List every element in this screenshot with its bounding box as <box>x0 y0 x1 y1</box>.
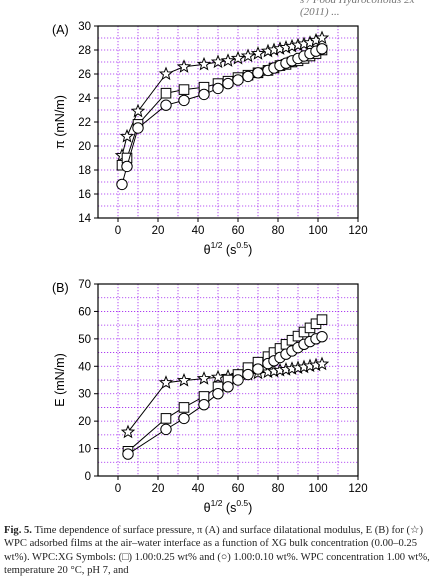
data-point-star <box>240 48 256 63</box>
y-axis-label: E (mN/m) <box>53 353 67 406</box>
figure-number: Fig. 5. <box>4 525 32 536</box>
plot-frame <box>97 283 359 477</box>
x-axis-label: θ1/2 (s0.5) <box>204 498 253 515</box>
journal-header-fragment: s / Food Hydrocolloids 2x (2011) ... <box>300 0 415 18</box>
series-square <box>122 314 328 457</box>
y-tick-label: 22 <box>78 117 91 129</box>
data-point-star <box>176 59 192 73</box>
x-axis-label: θ1/2 (s0.5) <box>204 240 253 257</box>
data-point-circle <box>212 82 224 95</box>
data-point-circle <box>252 363 264 375</box>
data-point-circle <box>132 122 144 134</box>
x-tick-label: 100 <box>308 225 327 237</box>
x-tick-label: 40 <box>192 483 205 495</box>
data-point-circle <box>212 388 224 400</box>
data-point-star <box>158 66 174 81</box>
y-tick-label: 14 <box>78 213 91 225</box>
y-tick-label: 30 <box>78 389 91 401</box>
data-point-star <box>130 103 146 118</box>
data-point-circle <box>252 67 264 79</box>
panel-label: (A) <box>52 23 69 37</box>
data-point-circle <box>222 381 234 393</box>
data-point-square <box>160 413 172 424</box>
data-point-circle <box>198 398 210 411</box>
y-tick-label: 50 <box>78 334 91 346</box>
series-line <box>121 48 323 185</box>
y-tick-label: 20 <box>78 141 91 153</box>
figure-caption-text: Time dependence of surface pressure, π (… <box>4 525 430 577</box>
chart-panel-a: 0 20 40 60 80 100 120 14 16 18 20 22 24 26 28 30 (A) θ1/2… <box>52 21 368 257</box>
data-point-circle <box>122 448 134 460</box>
chart-panel-b: 0 20 40 60 80 100 120 0 10 20 30 40 50 60 70 (B) θ1/2 (s… <box>52 279 368 515</box>
x-tick-label: 120 <box>348 483 367 495</box>
data-point-square <box>178 402 190 413</box>
x-tick-label: 100 <box>308 483 327 495</box>
data-point-star <box>119 128 135 143</box>
data-point-circle <box>242 368 254 381</box>
y-tick-label: 10 <box>78 444 91 456</box>
figure-caption: Fig. 5. Time dependence of surface press… <box>4 524 436 578</box>
data-point-circle <box>116 178 128 191</box>
series-circle <box>116 43 328 191</box>
y-tick-label: 70 <box>78 279 91 291</box>
x-tick-label: 0 <box>115 483 121 495</box>
x-tick-label: 20 <box>152 225 165 237</box>
series-circle <box>122 330 328 460</box>
data-point-square <box>160 87 172 99</box>
data-point-circle <box>232 74 244 86</box>
y-tick-label: 16 <box>78 189 91 201</box>
data-point-star <box>314 356 330 371</box>
y-tick-label: 30 <box>78 21 91 33</box>
data-point-circle <box>160 99 172 111</box>
x-tick-label: 60 <box>232 225 245 237</box>
data-point-star <box>196 371 212 385</box>
panel-label: (B) <box>52 281 69 295</box>
x-tick-label: 40 <box>192 225 205 237</box>
data-point-circle <box>316 43 328 55</box>
data-point-star <box>230 50 246 65</box>
data-point-star <box>176 372 192 387</box>
data-point-circle <box>242 70 254 83</box>
y-tick-label: 24 <box>78 93 91 105</box>
y-tick-label: 60 <box>78 306 91 318</box>
series-star <box>120 356 330 439</box>
data-point-star <box>158 375 174 389</box>
data-point-square <box>316 314 328 325</box>
series-star <box>114 30 330 162</box>
x-tick-label: 120 <box>348 225 367 237</box>
data-point-circle <box>222 77 234 90</box>
y-axis-label: π (mN/m) <box>53 95 67 149</box>
y-tick-label: 26 <box>78 69 91 81</box>
data-point-square <box>178 84 190 95</box>
data-point-circle <box>178 412 190 425</box>
data-point-star <box>196 56 212 71</box>
y-tick-label: 40 <box>78 361 91 373</box>
data-point-circle <box>198 88 210 101</box>
data-point-star <box>250 46 266 60</box>
data-point-circle <box>232 374 244 386</box>
y-tick-label: 0 <box>85 471 91 483</box>
x-tick-label: 80 <box>272 483 285 495</box>
y-tick-label: 18 <box>78 165 91 177</box>
x-tick-label: 60 <box>232 483 245 495</box>
grid <box>98 26 358 218</box>
y-tick-label: 20 <box>78 416 91 428</box>
x-tick-label: 20 <box>152 483 165 495</box>
y-tick-label: 28 <box>78 45 91 57</box>
x-tick-label: 80 <box>272 225 285 237</box>
data-point-circle <box>160 423 172 436</box>
data-point-circle <box>316 330 328 343</box>
x-tick-label: 0 <box>115 225 121 237</box>
data-point-circle <box>121 160 133 173</box>
data-point-star <box>220 53 236 67</box>
data-point-star <box>314 30 330 45</box>
data-point-circle <box>178 94 190 107</box>
data-point-star <box>210 54 226 69</box>
data-point-star <box>120 424 136 439</box>
